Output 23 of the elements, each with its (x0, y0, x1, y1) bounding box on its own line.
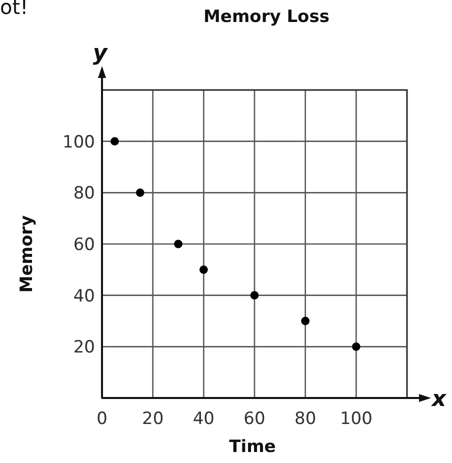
point (301, 316, 310, 326)
point (250, 291, 259, 300)
y-tick-label: 100 (62, 132, 95, 152)
x-tick-label: 100 (340, 409, 372, 429)
y-tick-label: 80 (73, 184, 95, 204)
y-tick-label: 40 (73, 286, 95, 306)
point (199, 265, 208, 274)
point (352, 342, 360, 351)
point (110, 137, 119, 146)
x-tick-label: 40 (192, 409, 214, 429)
x-tick-label: 0 (96, 409, 108, 429)
chart-title: Memory Loss (204, 7, 330, 27)
y-tick-label: 60 (73, 235, 95, 255)
x-axis-title: Time (229, 437, 276, 457)
text: y (92, 41, 109, 66)
x-tick-label: 60 (244, 409, 266, 429)
x-tick-label: 80 (294, 409, 316, 429)
x-tick-label: 20 (142, 409, 164, 429)
text: x (430, 387, 447, 412)
point (136, 188, 144, 197)
y-axis-title: Memory (17, 215, 37, 293)
point (174, 240, 182, 248)
y-tick-label: 20 (73, 338, 95, 358)
